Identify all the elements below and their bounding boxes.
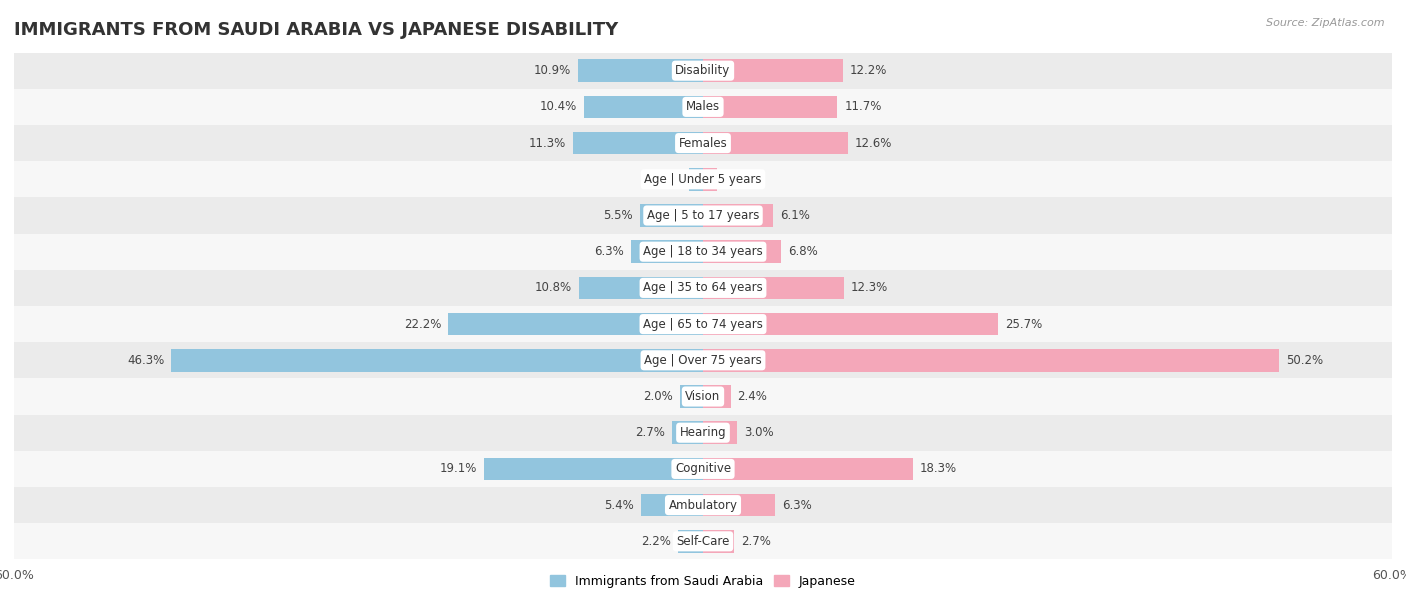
Bar [574, 132, 703, 154]
Bar [703, 95, 838, 118]
Bar [579, 277, 703, 299]
Bar [703, 349, 1279, 371]
Text: 2.2%: 2.2% [641, 535, 671, 548]
Text: 6.3%: 6.3% [593, 245, 624, 258]
Text: 12.2%: 12.2% [851, 64, 887, 77]
Text: Age | Under 5 years: Age | Under 5 years [644, 173, 762, 186]
Text: 11.3%: 11.3% [529, 136, 567, 149]
Bar [703, 422, 738, 444]
Text: Cognitive: Cognitive [675, 463, 731, 476]
Bar [678, 530, 703, 553]
Bar [14, 53, 1392, 89]
Bar [703, 530, 734, 553]
Bar [14, 89, 1392, 125]
Text: Disability: Disability [675, 64, 731, 77]
Bar [631, 241, 703, 263]
Text: 18.3%: 18.3% [920, 463, 957, 476]
Text: Age | 65 to 74 years: Age | 65 to 74 years [643, 318, 763, 330]
Bar [14, 125, 1392, 161]
Bar [689, 168, 703, 190]
Bar [641, 494, 703, 517]
Text: 1.2%: 1.2% [724, 173, 754, 186]
Text: 6.1%: 6.1% [780, 209, 810, 222]
Text: Age | Over 75 years: Age | Over 75 years [644, 354, 762, 367]
Bar [703, 313, 998, 335]
Bar [703, 59, 844, 82]
Text: 2.4%: 2.4% [738, 390, 768, 403]
Text: 10.4%: 10.4% [540, 100, 576, 113]
Text: Age | 5 to 17 years: Age | 5 to 17 years [647, 209, 759, 222]
Bar [14, 270, 1392, 306]
Text: 6.8%: 6.8% [787, 245, 818, 258]
Text: IMMIGRANTS FROM SAUDI ARABIA VS JAPANESE DISABILITY: IMMIGRANTS FROM SAUDI ARABIA VS JAPANESE… [14, 21, 619, 39]
Text: Source: ZipAtlas.com: Source: ZipAtlas.com [1267, 18, 1385, 28]
Bar [14, 487, 1392, 523]
Text: 2.7%: 2.7% [636, 426, 665, 439]
Bar [703, 458, 912, 480]
Text: Hearing: Hearing [679, 426, 727, 439]
Bar [14, 161, 1392, 198]
Bar [484, 458, 703, 480]
Bar [703, 386, 731, 408]
Bar [14, 451, 1392, 487]
Text: 46.3%: 46.3% [127, 354, 165, 367]
Bar [14, 378, 1392, 414]
Text: 50.2%: 50.2% [1286, 354, 1323, 367]
Bar [14, 523, 1392, 559]
Text: 3.0%: 3.0% [744, 426, 773, 439]
Text: Females: Females [679, 136, 727, 149]
Bar [14, 342, 1392, 378]
Bar [172, 349, 703, 371]
Bar [449, 313, 703, 335]
Bar [703, 204, 773, 226]
Bar [703, 494, 775, 517]
Bar [703, 277, 844, 299]
Text: 12.6%: 12.6% [855, 136, 891, 149]
Bar [681, 386, 703, 408]
Bar [14, 198, 1392, 234]
Text: 19.1%: 19.1% [440, 463, 477, 476]
Text: 11.7%: 11.7% [844, 100, 882, 113]
Text: Ambulatory: Ambulatory [668, 499, 738, 512]
Text: 2.7%: 2.7% [741, 535, 770, 548]
Text: Age | 35 to 64 years: Age | 35 to 64 years [643, 282, 763, 294]
Text: 1.2%: 1.2% [652, 173, 682, 186]
Bar [583, 95, 703, 118]
Bar [14, 234, 1392, 270]
Bar [14, 414, 1392, 451]
Bar [703, 241, 782, 263]
Text: Self-Care: Self-Care [676, 535, 730, 548]
Text: 5.5%: 5.5% [603, 209, 633, 222]
Bar [672, 422, 703, 444]
Legend: Immigrants from Saudi Arabia, Japanese: Immigrants from Saudi Arabia, Japanese [546, 570, 860, 593]
Text: 22.2%: 22.2% [404, 318, 441, 330]
Text: 2.0%: 2.0% [644, 390, 673, 403]
Text: 6.3%: 6.3% [782, 499, 813, 512]
Text: Males: Males [686, 100, 720, 113]
Text: 25.7%: 25.7% [1005, 318, 1042, 330]
Text: 12.3%: 12.3% [851, 282, 889, 294]
Bar [703, 168, 717, 190]
Text: Age | 18 to 34 years: Age | 18 to 34 years [643, 245, 763, 258]
Text: 5.4%: 5.4% [605, 499, 634, 512]
Bar [14, 306, 1392, 342]
Bar [578, 59, 703, 82]
Bar [640, 204, 703, 226]
Text: 10.8%: 10.8% [534, 282, 572, 294]
Text: Vision: Vision [685, 390, 721, 403]
Bar [703, 132, 848, 154]
Text: 10.9%: 10.9% [534, 64, 571, 77]
